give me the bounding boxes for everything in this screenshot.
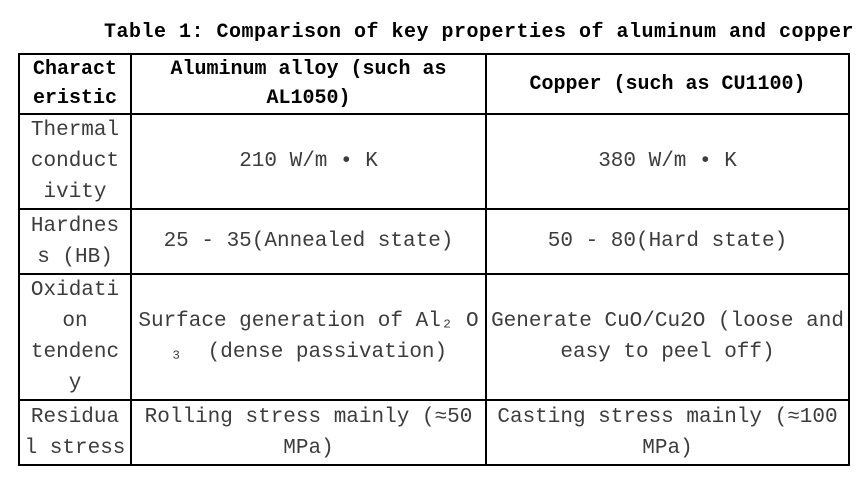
row-label-thermal-conductivity: Thermal conduct ivity (18, 113, 132, 210)
table-row-residual-stress: Residua l stress Rolling stress mainly (… (18, 399, 850, 466)
header-copper: Copper (such as CU1100) (485, 53, 850, 115)
table-header-row: Charact eristic Aluminum alloy (such as … (18, 53, 850, 115)
oxidation-aluminum-value: Surface generation of Al₂ O ₃ (dense pas… (130, 273, 487, 401)
row-label-hardness: Hardnes s (HB) (18, 208, 132, 275)
hardness-aluminum-value: 25 - 35(Annealed state) (130, 208, 487, 275)
table-row-oxidation-tendency: Oxidati on tendenc y Surface generation … (18, 273, 850, 401)
thermal-conductivity-aluminum-value: 210 W/m • K (130, 113, 487, 210)
oxidation-copper-value: Generate CuO/Cu2O (loose and easy to pee… (485, 273, 850, 401)
residual-stress-aluminum-value: Rolling stress mainly (≈50 MPa) (130, 399, 487, 466)
thermal-conductivity-copper-value: 380 W/m • K (485, 113, 850, 210)
table-row-thermal-conductivity: Thermal conduct ivity 210 W/m • K 380 W/… (18, 113, 850, 210)
residual-stress-copper-value: Casting stress mainly (≈100 MPa) (485, 399, 850, 466)
header-characteristic: Charact eristic (18, 53, 132, 115)
table-caption: Table 1: Comparison of key properties of… (103, 21, 855, 44)
header-aluminum-alloy: Aluminum alloy (such as AL1050) (130, 53, 487, 115)
table-row-hardness: Hardnes s (HB) 25 - 35(Annealed state) 5… (18, 208, 850, 275)
hardness-copper-value: 50 - 80(Hard state) (485, 208, 850, 275)
comparison-table: Charact eristic Aluminum alloy (such as … (18, 53, 850, 466)
row-label-oxidation-tendency: Oxidati on tendenc y (18, 273, 132, 401)
row-label-residual-stress: Residua l stress (18, 399, 132, 466)
